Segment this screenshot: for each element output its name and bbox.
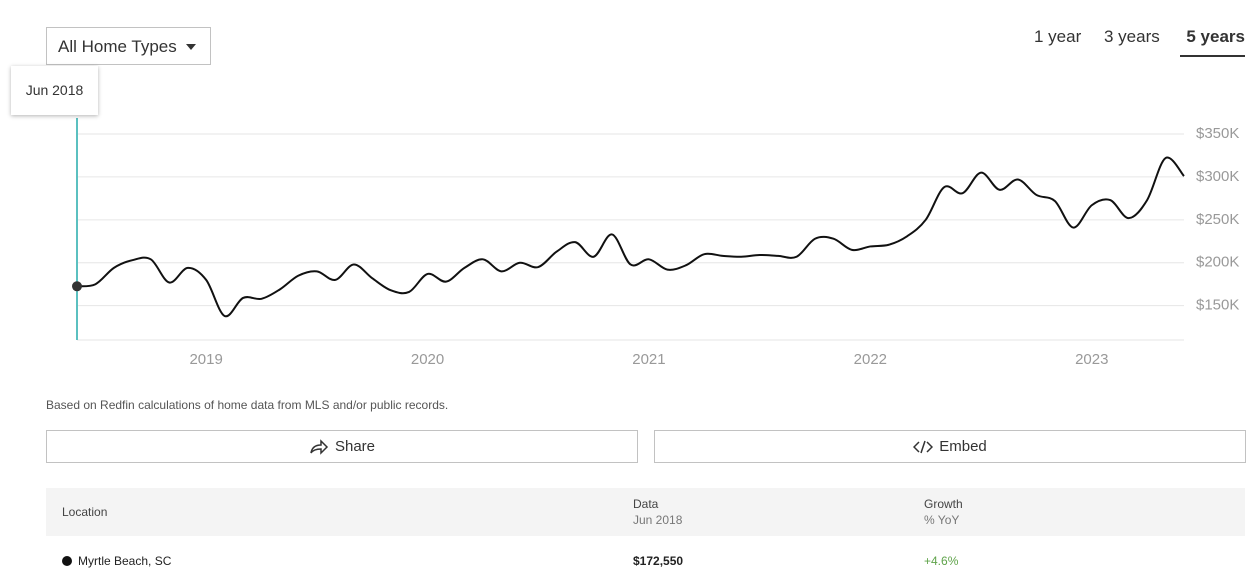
footnote: Based on Redfin calculations of home dat… [46,398,449,412]
chart: $150K $200K $250K $300K $350K 2019 2020 2021 202… [72,118,1239,368]
growth-cell: +4.6% [924,554,959,568]
range-tab[interactable]: 1 year [1034,27,1082,46]
y-tick-label: $200K [1196,254,1239,271]
tooltip-label: Jun 2018 [25,82,84,98]
range-tab[interactable]: 3 years [1104,27,1160,46]
location-dot [62,556,72,566]
embed-icon [913,440,934,453]
y-tick-label: $350K [1196,125,1239,142]
share-button[interactable]: Share [46,430,638,463]
column-title: Data [633,497,659,511]
button-label: Embed [939,438,987,455]
table-header [46,488,1245,536]
column-subtitle: Jun 2018 [633,513,683,527]
hover-dot [72,281,82,292]
embed-button[interactable]: Embed [654,430,1246,463]
range-tab-selected[interactable]: 5 years [1180,27,1245,57]
y-tick-label: $250K [1196,211,1239,228]
y-tick-label: $150K [1196,297,1239,314]
caret-icon [186,44,196,50]
y-tick-label: $300K [1196,168,1239,185]
column-title: Location [62,505,108,519]
x-tick-label: 2022 [854,351,887,368]
tooltip: Jun 2018 [11,66,98,115]
x-tick-label: 2023 [1075,351,1108,368]
price-line [76,156,1185,318]
x-tick-label: 2020 [411,351,444,368]
share-icon [310,438,329,455]
home-type-dropdown[interactable]: All Home Types [46,27,211,65]
x-tick-label: 2019 [189,351,222,368]
x-tick-label: 2021 [632,351,665,368]
location-cell: Myrtle Beach, SC [78,554,172,568]
column-subtitle: % YoY [924,513,960,527]
data-cell: $172,550 [633,554,684,568]
dropdown-label: All Home Types [58,37,177,56]
button-label: Share [334,438,376,455]
column-title: Growth [924,497,963,511]
